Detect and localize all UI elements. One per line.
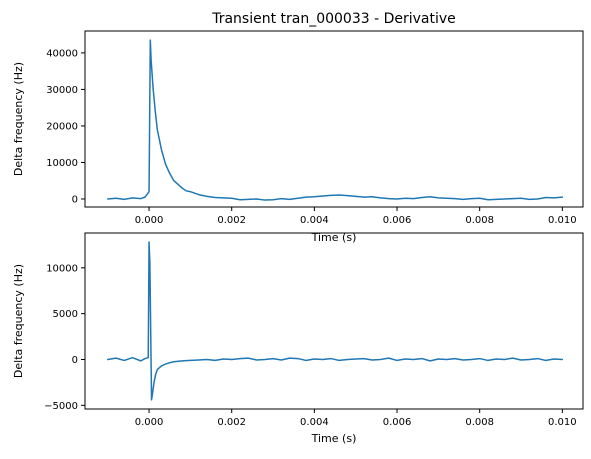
top-chart-xtick-label: 0.000 [135, 215, 164, 226]
top-chart-frame [84, 30, 584, 208]
top-chart-xtick-label: 0.002 [217, 215, 246, 226]
top-chart-xtick-label: 0.004 [300, 215, 329, 226]
top-chart-xlabel: Time (s) [311, 231, 357, 244]
top-chart-ytick-label: 30000 [46, 85, 78, 96]
top-chart-title: Transient tran_000033 - Derivative [211, 11, 456, 27]
bottom-chart-xtick-label: 0.004 [300, 417, 329, 428]
bottom-chart-ytick-label: 10000 [46, 263, 78, 274]
bottom-chart-xtick-label: 0.010 [548, 417, 577, 428]
bottom-chart-xtick-label: 0.008 [465, 417, 494, 428]
top-chart-xtick-label: 0.006 [383, 215, 412, 226]
bottom-chart-ticks: 0.000 0.002 0.004 0.006 0.008 0.010 −5000 0 5000… [44, 263, 576, 428]
top-chart-ytick-label: 0 [72, 194, 78, 205]
top-chart-ylabel: Delta frequency (Hz) [12, 62, 25, 176]
bottom-chart-series-line [106, 241, 564, 401]
bottom-chart-plot-area [106, 241, 564, 401]
top-chart-ytick-label: 10000 [46, 158, 78, 169]
top-chart: Transient tran_000033 - Derivative 0.000… [12, 11, 584, 244]
top-chart-ticks: 0.000 0.002 0.004 0.006 0.008 0.010 0 10000 2000… [46, 48, 576, 226]
bottom-chart-xtick-label: 0.000 [135, 417, 164, 428]
bottom-chart-xtick-label: 0.002 [217, 417, 246, 428]
bottom-chart-ylabel: Delta frequency (Hz) [12, 264, 25, 378]
top-chart-ytick-label: 20000 [46, 121, 78, 132]
top-chart-xtick-label: 0.008 [465, 215, 494, 226]
bottom-chart-ytick-label: −5000 [44, 401, 78, 412]
top-chart-ytick-label: 40000 [46, 48, 78, 59]
top-chart-plot-area [106, 39, 564, 201]
bottom-chart-ytick-label: 5000 [53, 309, 78, 320]
bottom-chart-ytick-label: 0 [72, 355, 78, 366]
top-chart-xtick-label: 0.010 [548, 215, 577, 226]
bottom-chart-xtick-label: 0.006 [383, 417, 412, 428]
top-chart-series-line [106, 39, 564, 201]
bottom-chart-frame [84, 232, 584, 410]
bottom-chart-xlabel: Time (s) [311, 432, 357, 445]
bottom-chart: 0.000 0.002 0.004 0.006 0.008 0.010 −5000 0 5000… [12, 232, 584, 445]
